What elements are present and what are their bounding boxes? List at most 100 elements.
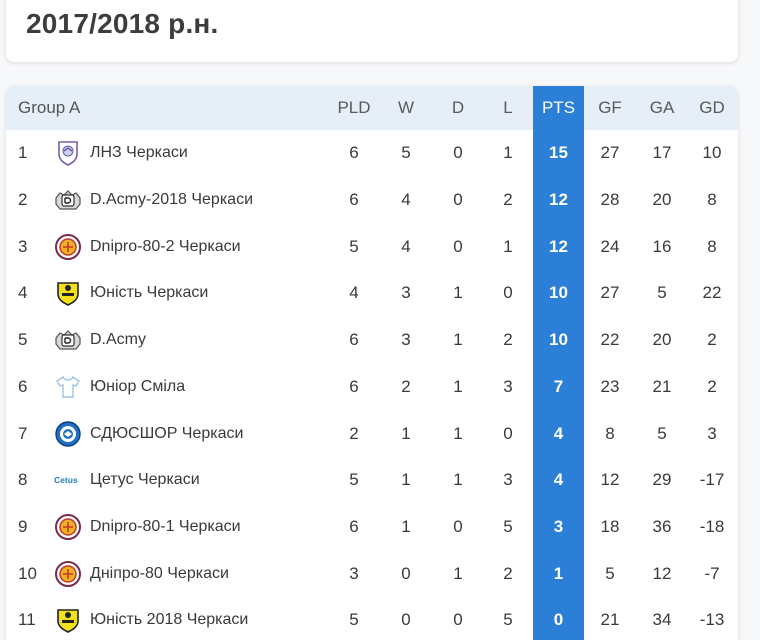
losses-value: 1: [503, 143, 513, 163]
losses-value: 5: [503, 610, 513, 630]
team-name[interactable]: Дніпро-80 Черкаси: [90, 564, 229, 582]
draws-value: 1: [453, 470, 463, 490]
goals-for-value: 12: [600, 470, 620, 490]
goals-against-value: 5: [657, 423, 667, 443]
losses-value: 0: [503, 423, 513, 443]
cetus-logo-icon: Cetus: [54, 466, 82, 494]
goal-difference-value: 2: [707, 330, 717, 350]
header-gf[interactable]: GF: [598, 98, 622, 117]
row-position: 11: [18, 610, 36, 630]
team-name[interactable]: D.Acmy-2018 Черкаси: [90, 191, 254, 209]
header-w[interactable]: W: [397, 98, 415, 117]
team-cell[interactable]: D.Acmy-2018 Черкаси: [54, 177, 334, 224]
wins-value: 3: [401, 283, 411, 303]
team-name[interactable]: Юніор Сміла: [90, 377, 186, 395]
losses-value: 2: [503, 563, 513, 583]
table-row[interactable]: 1 ЛНЗ Черкаси 6 5 0 1 15 27 17 10: [6, 130, 738, 177]
draws-value: 0: [453, 143, 463, 163]
goal-difference-value: -17: [699, 470, 725, 490]
team-cell[interactable]: Юність 2018 Черкаси: [54, 597, 334, 640]
points-value: 15: [549, 143, 568, 163]
goal-difference-value: 22: [702, 283, 722, 303]
team-cell[interactable]: Dnipro-80-1 Черкаси: [54, 504, 334, 551]
played-value: 6: [349, 376, 359, 396]
points-value: 4: [553, 470, 564, 490]
team-name[interactable]: Юність 2018 Черкаси: [90, 611, 249, 629]
goals-against-value: 16: [652, 236, 672, 256]
team-name[interactable]: СДЮСШОР Черкаси: [90, 424, 244, 442]
team-name[interactable]: Юність Черкаси: [90, 284, 209, 302]
header-ga[interactable]: GA: [649, 98, 675, 117]
table-row[interactable]: 3 Dnipro-80-2 Черкаси 5 4 0 1 12 24 16 8: [6, 223, 738, 270]
table-row[interactable]: 4 Юність Черкаси 4 3 1 0 10 27 5 22: [6, 270, 738, 317]
table-row[interactable]: 7 СДЮСШОР Черкаси 2 1 1 0 4 8 5 3: [6, 410, 738, 457]
played-value: 5: [349, 470, 359, 490]
dnipro-crest-icon: [54, 513, 82, 541]
team-name[interactable]: Dnipro-80-2 Черкаси: [90, 237, 241, 255]
team-cell[interactable]: ЛНЗ Черкаси: [54, 130, 334, 177]
row-position: 4: [18, 283, 28, 303]
season-title: 2017/2018 р.н.: [26, 8, 219, 39]
team-name[interactable]: D.Acmy: [90, 331, 146, 349]
played-value: 2: [349, 423, 359, 443]
goals-for-value: 21: [600, 610, 620, 630]
row-position: 9: [18, 516, 28, 536]
wins-value: 1: [401, 516, 411, 536]
header-pld[interactable]: PLD: [337, 98, 371, 117]
goal-difference-value: -18: [699, 516, 725, 536]
team-name[interactable]: Цетус Черкаси: [90, 471, 200, 489]
table-row[interactable]: 10 Дніпро-80 Черкаси 3 0 1 2 1 5 12 -7: [6, 550, 738, 597]
table-row[interactable]: 5 D.Acmy 6 3 1 2 10 22 20 2: [6, 317, 738, 364]
table-row[interactable]: 9 Dnipro-80-1 Черкаси 6 1 0 5 3 18 36 -18: [6, 504, 738, 551]
wins-value: 5: [401, 143, 411, 163]
team-cell[interactable]: Юність Черкаси: [54, 270, 334, 317]
table-header: Group A PLD W D L GF GA GD: [6, 86, 738, 130]
team-name[interactable]: Dnipro-80-1 Черкаси: [90, 517, 241, 535]
goal-difference-value: 2: [707, 376, 717, 396]
table-row[interactable]: 8 Cetus Цетус Черкаси 5 1 1 3 4 12 29 -17: [6, 457, 738, 504]
header-d[interactable]: D: [451, 98, 465, 117]
team-cell[interactable]: СДЮСШОР Черкаси: [54, 410, 334, 457]
team-cell[interactable]: Dnipro-80-2 Черкаси: [54, 223, 334, 270]
played-value: 5: [349, 236, 359, 256]
table-row[interactable]: 2 D.Acmy-2018 Черкаси 6 4 0 2 12 28 20 8: [6, 177, 738, 224]
header-gd[interactable]: GD: [699, 98, 725, 117]
shirt-icon: [54, 373, 82, 401]
dnipro-crest-icon: [54, 233, 82, 261]
draws-value: 1: [453, 563, 463, 583]
goal-difference-value: 8: [707, 236, 717, 256]
team-cell[interactable]: D.Acmy: [54, 317, 334, 364]
header-l[interactable]: L: [503, 98, 513, 117]
team-cell[interactable]: Дніпро-80 Черкаси: [54, 550, 334, 597]
draws-value: 1: [453, 376, 463, 396]
header-pts[interactable]: PTS: [541, 98, 576, 117]
row-position: 6: [18, 376, 28, 396]
draws-value: 1: [453, 330, 463, 350]
draws-value: 0: [453, 236, 463, 256]
row-position: 3: [18, 236, 28, 256]
team-name[interactable]: ЛНЗ Черкаси: [90, 144, 188, 162]
goals-for-value: 18: [600, 516, 620, 536]
svg-text:Cetus: Cetus: [54, 475, 78, 485]
standings-table: Group A PLD W D L GF GA GD PTS 1 ЛНЗ Черк…: [6, 86, 738, 640]
goals-for-value: 27: [600, 143, 620, 163]
table-row[interactable]: 6 Юніор Сміла 6 2 1 3 7 23 21 2: [6, 364, 738, 411]
points-value: 12: [549, 190, 568, 210]
goals-against-value: 20: [652, 330, 672, 350]
dacmy-crest-icon: [54, 186, 82, 214]
dnipro-crest-icon: [54, 560, 82, 588]
team-cell[interactable]: Cetus Цетус Черкаси: [54, 457, 334, 504]
wins-value: 1: [401, 423, 411, 443]
table-row[interactable]: 11 Юність 2018 Черкаси 5 0 0 5 0 21 34 -13: [6, 597, 738, 640]
row-position: 1: [18, 143, 28, 163]
goal-difference-value: 3: [707, 423, 717, 443]
team-cell[interactable]: Юніор Сміла: [54, 364, 334, 411]
goals-for-value: 24: [600, 236, 620, 256]
losses-value: 2: [503, 330, 513, 350]
points-value: 0: [553, 610, 564, 630]
yunist-crest-icon: [54, 279, 82, 307]
row-position: 5: [18, 330, 28, 350]
row-position: 8: [18, 470, 28, 490]
group-label: Group A: [18, 98, 81, 117]
goals-against-value: 34: [652, 610, 672, 630]
